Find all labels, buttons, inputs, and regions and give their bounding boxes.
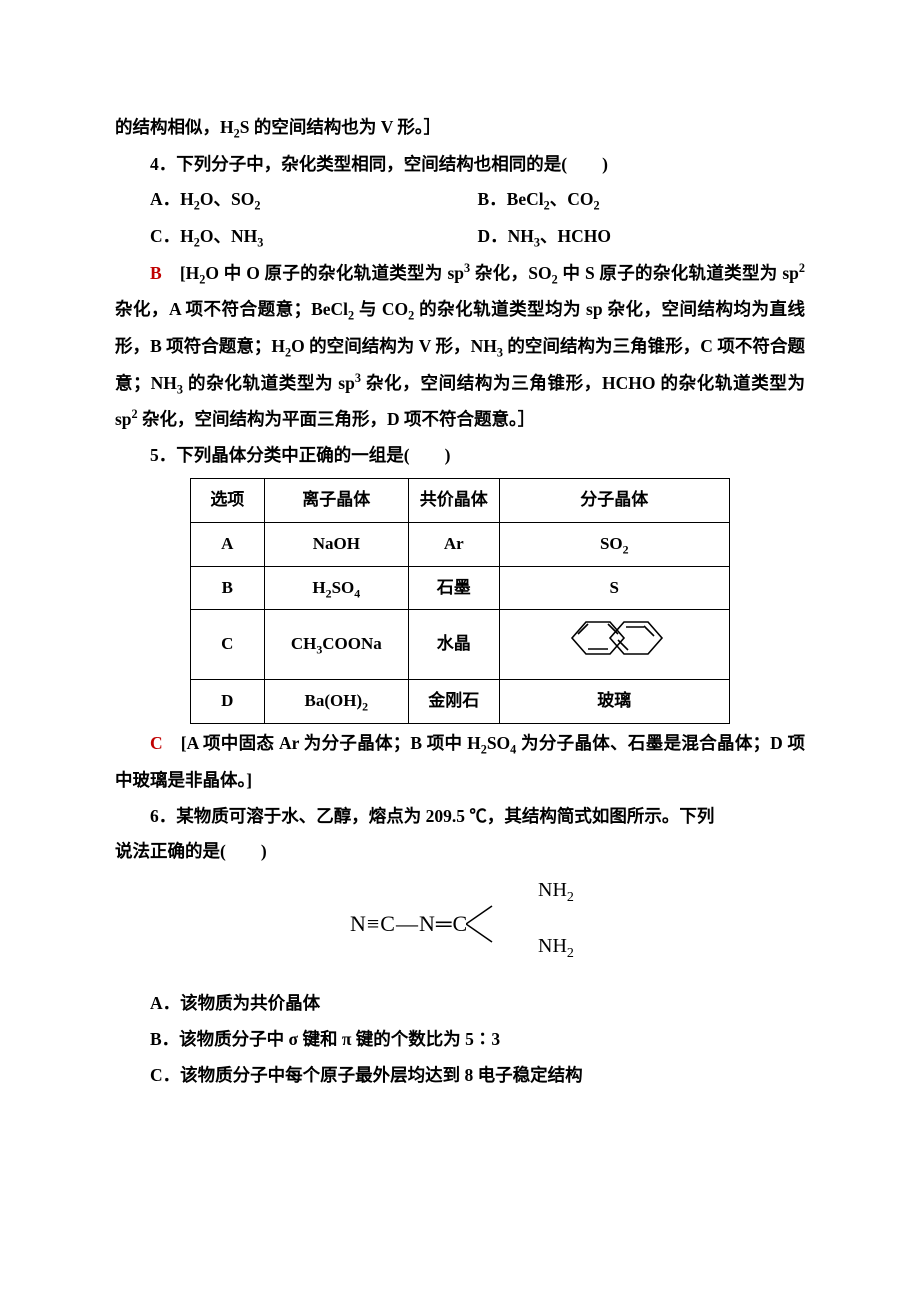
q6-optC: C．该物质分子中每个原子最外层均达到 8 电子稳定结构 (115, 1058, 805, 1094)
table-row: B H2SO4 石墨 S (191, 566, 730, 610)
q6-structure-diagram: NH2 N≡C—N═C NH2 (115, 882, 805, 966)
naphthalene-cell (499, 610, 729, 680)
prev-question-tail: 的结构相似，H2S 的空间结构也为 V 形。］ (115, 110, 805, 147)
naphthalene-icon (558, 614, 670, 675)
q4-stem: 4．下列分子中，杂化类型相同，空间结构也相同的是( ) (115, 147, 805, 183)
q6-optB: B．该物质分子中 σ 键和 π 键的个数比为 5∶3 (115, 1022, 805, 1058)
table-row: C CH3COONa 水晶 (191, 610, 730, 680)
q5-explanation: C [A 项中固态 Ar 为分子晶体；B 项中 H2SO4 为分子晶体、石墨是混… (115, 726, 805, 798)
table-row: A NaOH Ar SO2 (191, 522, 730, 566)
col-covalent: 共价晶体 (408, 478, 499, 522)
q4-optB: B．BeCl2、CO2 (478, 182, 806, 219)
q4-explain-text: [H2O 中 O 原子的杂化轨道类型为 sp3 杂化，SO2 中 S 原子的杂化… (115, 263, 805, 429)
q4-optD: D．NH3、HCHO (478, 219, 806, 256)
struct-main-chain: N≡C—N═C (350, 911, 468, 937)
q5-table: 选项 离子晶体 共价晶体 分子晶体 A NaOH Ar SO2 B H2SO4 … (190, 478, 730, 724)
q4-options-row1: A．H2O、SO2 B．BeCl2、CO2 (115, 182, 805, 219)
table-row: D Ba(OH)2 金刚石 玻璃 (191, 680, 730, 724)
q5-explain-text: [A 项中固态 Ar 为分子晶体；B 项中 H2SO4 为分子晶体、石墨是混合晶… (115, 733, 805, 790)
col-molecular: 分子晶体 (499, 478, 729, 522)
struct-nh2-bottom: NH2 (538, 934, 574, 963)
q5-stem: 5．下列晶体分类中正确的一组是( ) (115, 438, 805, 474)
struct-nh2-top: NH2 (538, 878, 574, 907)
q6-stem-line2: 说法正确的是( ) (115, 834, 805, 870)
q6-stem-line1: 6．某物质可溶于水、乙醇，熔点为 209.5 ℃，其结构简式如图所示。下列 (115, 799, 805, 835)
q4-optC: C．H2O、NH3 (150, 219, 478, 256)
q4-optA: A．H2O、SO2 (150, 182, 478, 219)
prev-tail-text: 的结构相似，H2S 的空间结构也为 V 形。］ (115, 117, 441, 137)
q6-optA: A．该物质为共价晶体 (115, 986, 805, 1022)
q4-options-row2: C．H2O、NH3 D．NH3、HCHO (115, 219, 805, 256)
table-header-row: 选项 离子晶体 共价晶体 分子晶体 (191, 478, 730, 522)
col-option: 选项 (191, 478, 265, 522)
q4-explanation: B [H2O 中 O 原子的杂化轨道类型为 sp3 杂化，SO2 中 S 原子的… (115, 256, 805, 438)
q5-answer-letter: C (150, 733, 163, 753)
col-ionic: 离子晶体 (264, 478, 408, 522)
q4-answer-letter: B (150, 263, 162, 283)
